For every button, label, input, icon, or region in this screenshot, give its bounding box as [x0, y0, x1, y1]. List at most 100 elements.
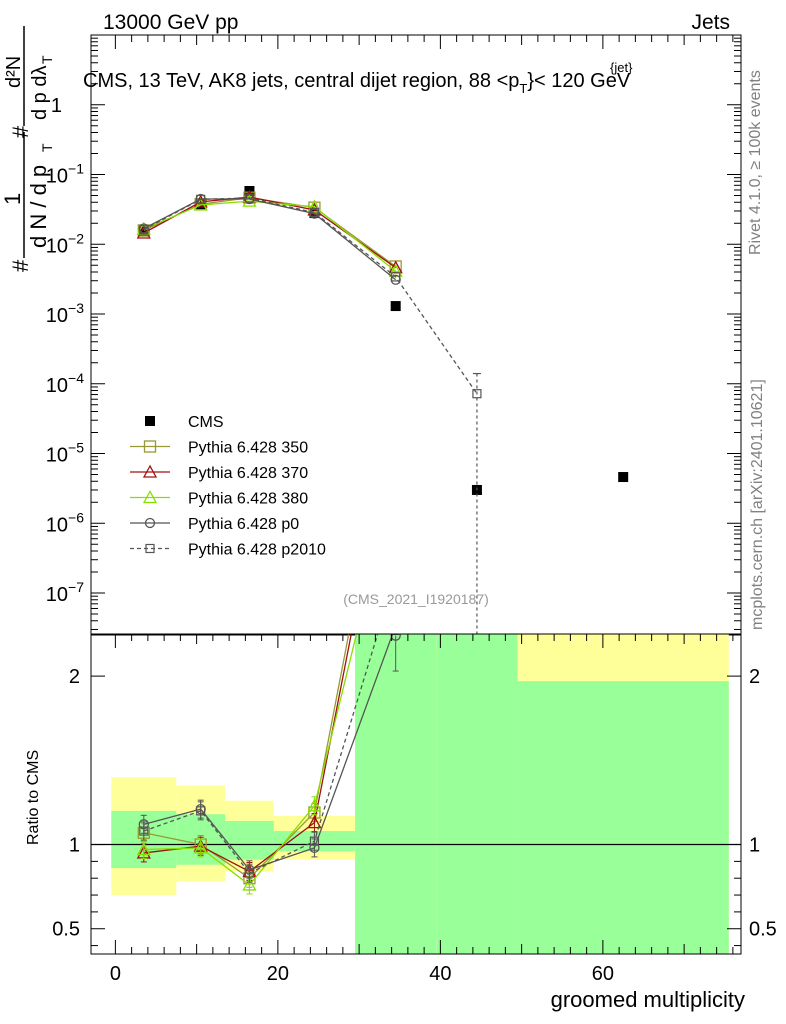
legend-label: Pythia 6.428 370: [188, 465, 308, 482]
series-line-pythia-6-428-p2010: [143, 197, 478, 395]
ratio-point-pythia-6-428-p2010: [196, 806, 206, 816]
data-point-pythia-6-428-380: [193, 197, 208, 211]
ylabel-right-prefix: #: [8, 125, 33, 138]
ylabel-right-numerator: d²N: [3, 56, 25, 88]
ratio-point-pythia-6-428-p0: [391, 621, 400, 630]
legend-marker: [144, 517, 156, 529]
series-line-pythia-6-428-370: [143, 196, 397, 269]
series-pythia-6-428-380: [136, 193, 403, 277]
x-tick-label: 0: [110, 963, 121, 985]
header-left: 13000 GeV pp: [103, 11, 238, 34]
ratio-y-tick-label-right: 1: [749, 835, 760, 857]
y-tick-label: 10−2: [46, 230, 84, 257]
legend-entry-cms: CMS: [145, 414, 224, 431]
ratio-series-pythia-6-428-p2010: [139, 571, 400, 883]
x-axis-label: groomed multiplicity: [551, 987, 745, 1012]
data-point-cms: [618, 472, 629, 483]
legend-entry-pythia-6-428-p0: Pythia 6.428 p0: [130, 516, 299, 533]
x-tick-label: 20: [267, 963, 289, 985]
data-point-pythia-6-428-p2010: [139, 225, 149, 235]
ratio-y-tick-label: 0.5: [52, 919, 80, 941]
ratio-point-pythia-6-428-350: [390, 384, 401, 395]
legend-label: Pythia 6.428 350: [188, 440, 308, 457]
mcplots-source-text: mcplots.cern.ch [arXiv:2401.10621]: [749, 379, 766, 630]
plot-title-main: CMS, 13 TeV, AK8 jets, central dijet reg…: [83, 70, 631, 96]
ratio-point-pythia-6-428-p2010: [244, 868, 255, 878]
ratio-line-pythia-6-428-p2010: [143, 634, 379, 874]
ratio-point-pythia-6-428-p2010: [392, 571, 400, 579]
legend-marker: [143, 440, 157, 453]
ratio-ylabel: Ratio to CMS: [25, 750, 42, 845]
uncertainty-band-green: [436, 634, 518, 954]
ratio-point-pythia-6-428-380: [136, 842, 151, 856]
ratio-point-pythia-6-428-380: [390, 468, 402, 479]
data-point-pythia-6-428-p2010: [196, 194, 206, 204]
legend-label: Pythia 6.428 380: [188, 491, 308, 508]
data-point-pythia-6-428-p2010: [309, 207, 320, 218]
legend-label: Pythia 6.428 p2010: [188, 542, 326, 559]
plot-title-superscript: {jet}: [610, 60, 633, 75]
ratio-point-pythia-6-428-380: [242, 877, 257, 891]
uncertainty-band-green: [355, 634, 437, 954]
analysis-id: (CMS_2021_I1920187): [343, 591, 489, 607]
legend-marker: [142, 490, 158, 504]
y-tick-label: 10−6: [46, 509, 84, 536]
y-tick-label: 10−7: [46, 579, 84, 606]
ylabel-right-denominator-sub: T: [39, 55, 55, 64]
series-pythia-6-428-p2010: [139, 193, 482, 635]
legend-marker: [145, 416, 155, 426]
ylabel-prefix: #: [8, 259, 33, 272]
ratio-y-tick-label-right: 2: [749, 666, 760, 688]
header-right: Jets: [691, 11, 730, 34]
y-tick-label: 10−1: [46, 161, 84, 188]
uncertainty-band-green: [517, 681, 729, 954]
x-tick-label: 60: [592, 963, 614, 985]
main-ylabel: # 1 d N / d p T # d²N d p dλ T: [0, 26, 55, 272]
plot-title: CMS, 13 TeV, AK8 jets, central dijet reg…: [83, 60, 633, 96]
data-point-pythia-6-428-p2010: [391, 272, 401, 282]
ratio-point-pythia-6-428-370: [390, 401, 402, 412]
rivet-version-text: Rivet 4.1.0, ≥ 100k events: [747, 70, 764, 255]
main-panel-data: [136, 186, 629, 635]
legend-marker: [145, 543, 155, 554]
data-point-pythia-6-428-p2010: [244, 193, 255, 203]
series-line-pythia-6-428-380: [143, 200, 397, 272]
ratio-point-pythia-6-428-p2010: [309, 836, 320, 846]
ratio-point-pythia-6-428-380: [307, 798, 322, 812]
y-tick-label: 10−3: [46, 300, 84, 327]
ylabel-denominator-sub: T: [39, 143, 55, 152]
uncertainty-band-green: [225, 820, 274, 860]
data-point-pythia-6-428-380: [242, 193, 257, 207]
ratio-panel-bands: [91, 634, 741, 954]
main-panel-axes: 1 10−1 10−2 10−3 10−4 10−5 10−6 10−7: [46, 34, 741, 630]
y-tick-label: 10−4: [46, 370, 84, 397]
ratio-panel-data: [136, 384, 402, 895]
y-tick-label: 1: [51, 95, 62, 117]
legend-entry-pythia-6-428-380: Pythia 6.428 380: [130, 490, 308, 508]
ratio-point-pythia-6-428-p2010: [139, 826, 149, 836]
legend: CMS Pythia 6.428 350 Pythia 6.428 370 Pythi…: [130, 414, 326, 559]
data-point-cms: [390, 301, 401, 312]
ratio-point-pythia-6-428-370: [307, 815, 322, 829]
legend-marker: [142, 464, 158, 478]
data-point-cms: [138, 226, 149, 237]
y-tick-label: 10−5: [46, 440, 84, 467]
x-tick-label: 40: [429, 963, 451, 985]
ratio-y-tick-label: 1: [69, 835, 80, 857]
ylabel-right-denominator: d p dλ: [29, 66, 51, 120]
ratio-y-tick-label-right: 0.5: [749, 919, 777, 941]
data-point-pythia-6-428-p2010: [472, 389, 482, 399]
legend-entry-pythia-6-428-370: Pythia 6.428 370: [130, 464, 308, 482]
legend-entry-pythia-6-428-350: Pythia 6.428 350: [130, 440, 308, 457]
ylabel-numerator: 1: [0, 193, 25, 205]
series-pythia-6-428-p0: [138, 193, 401, 285]
ylabel-denominator: d N / d p: [26, 165, 51, 248]
ratio-point-pythia-6-428-380: [193, 840, 208, 854]
data-point-pythia-6-428-380: [307, 199, 322, 213]
legend-label: Pythia 6.428 p0: [188, 516, 299, 533]
ratio-panel-frame: [90, 633, 742, 955]
ratio-series-pythia-6-428-380: [136, 468, 402, 895]
data-point-pythia-6-428-370: [193, 194, 208, 208]
ratio-y-tick-label: 2: [69, 666, 80, 688]
